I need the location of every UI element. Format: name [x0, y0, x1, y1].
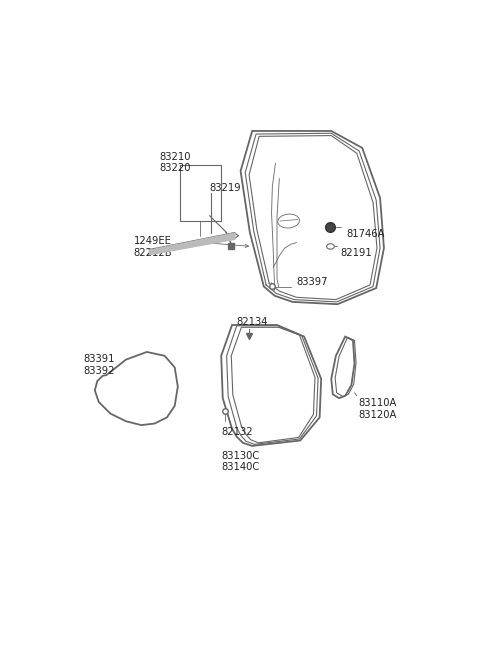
Text: 83219: 83219 — [210, 183, 241, 193]
Text: 81746A: 81746A — [347, 229, 385, 239]
Text: 83397: 83397 — [296, 277, 328, 288]
Polygon shape — [240, 131, 384, 304]
Ellipse shape — [326, 244, 335, 249]
Text: 83391
83392: 83391 83392 — [83, 354, 115, 376]
Text: 82132: 82132 — [221, 426, 253, 437]
Text: 83130C
83140C: 83130C 83140C — [221, 451, 260, 472]
Ellipse shape — [278, 214, 300, 228]
Polygon shape — [331, 337, 355, 398]
Text: 82191: 82191 — [340, 248, 372, 258]
Text: 1249EE
82212B: 1249EE 82212B — [133, 236, 172, 258]
Text: 82134: 82134 — [237, 317, 268, 328]
Text: 83210
83220: 83210 83220 — [159, 152, 191, 174]
Polygon shape — [95, 352, 178, 425]
Text: 83110A
83120A: 83110A 83120A — [359, 398, 397, 420]
Polygon shape — [221, 325, 321, 446]
